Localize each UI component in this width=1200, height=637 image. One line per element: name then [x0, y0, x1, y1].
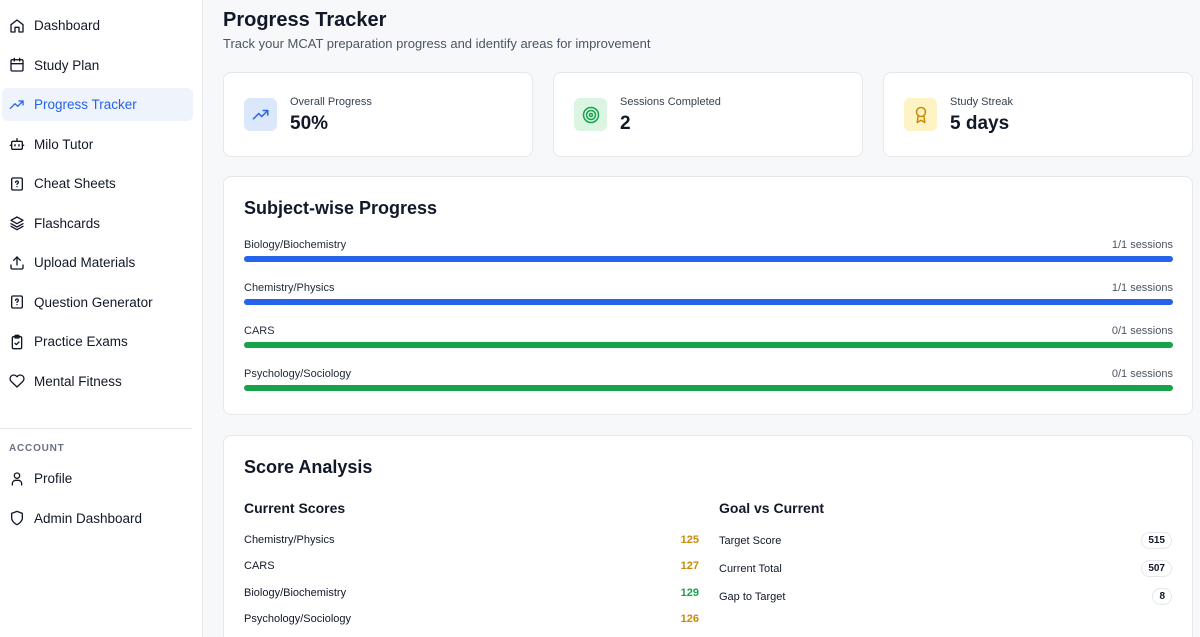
subject-label: Chemistry/Physics — [244, 282, 335, 294]
sidebar-item-practice-exams[interactable]: Practice Exams — [2, 325, 193, 358]
stat-value: 5 days — [950, 113, 1010, 134]
sidebar-nav: Dashboard Study Plan Progress Tracker Mi… — [0, 9, 203, 404]
overall-progress-card: Overall Progress 50% — [223, 72, 533, 157]
upload-icon — [8, 254, 26, 272]
sidebar-item-label: Progress Tracker — [34, 97, 137, 112]
help-file-icon — [8, 175, 26, 193]
session-count: 0/1 sessions — [1111, 325, 1173, 337]
study-streak-card: Study Streak 5 days — [883, 72, 1193, 157]
sidebar-item-label: Practice Exams — [34, 334, 128, 349]
score-label: Psychology/Sociology — [244, 613, 352, 625]
heart-icon — [8, 372, 26, 390]
progress-fill — [244, 299, 1173, 305]
stat-value: 2 — [620, 113, 631, 134]
score-value: 125 — [680, 534, 699, 546]
goal-label: Target Score — [719, 535, 782, 547]
goal-badge: 507 — [1141, 560, 1172, 577]
progress-track — [244, 385, 1173, 391]
score-label: Chemistry/Physics — [244, 534, 335, 546]
sidebar-item-dashboard[interactable]: Dashboard — [2, 9, 193, 42]
target-icon — [574, 98, 607, 131]
progress-row: Chemistry/Physics 1/1 sessions — [244, 282, 1173, 312]
account-nav: Profile Admin Dashboard — [0, 462, 203, 541]
clipboard-icon — [8, 333, 26, 351]
sidebar-item-label: Admin Dashboard — [34, 510, 143, 526]
sidebar-item-admin-dashboard[interactable]: Admin Dashboard — [2, 502, 193, 535]
bot-icon — [8, 135, 26, 153]
sidebar-item-question-generator[interactable]: Question Generator — [2, 286, 193, 319]
progress-row: Biology/Biochemistry 1/1 sessions — [244, 239, 1173, 269]
home-icon — [8, 17, 26, 35]
sidebar-item-mental-fitness[interactable]: Mental Fitness — [2, 365, 193, 398]
calendar-icon — [8, 56, 26, 74]
progress-row: Psychology/Sociology 0/1 sessions — [244, 368, 1173, 398]
sidebar-item-label: Milo Tutor — [34, 136, 94, 152]
sidebar-item-label: Study Plan — [34, 57, 100, 73]
sidebar-divider — [0, 428, 192, 429]
progress-fill — [244, 385, 1173, 391]
sidebar-item-label: Profile — [34, 471, 73, 486]
current-scores-title: Current Scores — [244, 500, 346, 516]
sidebar-item-label: Cheat Sheets — [34, 176, 116, 191]
sidebar-item-profile[interactable]: Profile — [2, 462, 193, 495]
score-analysis-title: Score Analysis — [244, 457, 373, 477]
score-value: 126 — [680, 613, 699, 625]
score-label: CARS — [244, 560, 275, 572]
sidebar-item-cheat-sheets[interactable]: Cheat Sheets — [2, 167, 193, 200]
score-analysis-card: Score Analysis Current Scores Chemistry/… — [223, 435, 1193, 637]
goal-label: Current Total — [719, 563, 782, 575]
session-count: 1/1 sessions — [1111, 239, 1173, 251]
stat-label: Sessions Completed — [620, 96, 721, 108]
sidebar-item-label: Upload Materials — [34, 255, 136, 270]
session-count: 1/1 sessions — [1111, 282, 1173, 294]
subject-progress-card: Subject-wise Progress Biology/Biochemist… — [223, 176, 1193, 415]
sidebar-item-label: Dashboard — [34, 18, 101, 33]
main-content: Progress Tracker Track your MCAT prepara… — [203, 0, 1200, 637]
progress-row: CARS 0/1 sessions — [244, 325, 1173, 355]
stat-label: Overall Progress — [290, 96, 372, 108]
progress-fill — [244, 342, 1173, 348]
score-value: 127 — [680, 560, 699, 572]
sessions-completed-card: Sessions Completed 2 — [553, 72, 863, 157]
sidebar-item-upload-materials[interactable]: Upload Materials — [2, 246, 193, 279]
session-count: 0/1 sessions — [1111, 368, 1173, 380]
trending-up-icon — [8, 96, 26, 114]
sidebar-item-study-plan[interactable]: Study Plan — [2, 49, 193, 82]
progress-track — [244, 342, 1173, 348]
score-label: Biology/Biochemistry — [244, 587, 347, 599]
sidebar-item-label: Flashcards — [34, 215, 101, 231]
layers-icon — [8, 214, 26, 232]
goal-label: Gap to Target — [719, 591, 786, 603]
user-icon — [8, 470, 26, 488]
account-section-label: ACCOUNT — [9, 443, 65, 454]
page-subtitle: Track your MCAT preparation progress and… — [223, 36, 651, 51]
page-title: Progress Tracker — [223, 9, 387, 31]
sidebar-item-progress-tracker[interactable]: Progress Tracker — [2, 88, 193, 121]
subject-label: CARS — [244, 325, 275, 337]
sidebar-item-label: Mental Fitness — [34, 373, 122, 389]
sidebar-item-flashcards[interactable]: Flashcards — [2, 207, 193, 240]
stat-label: Study Streak — [950, 96, 1013, 108]
goal-vs-current-title: Goal vs Current — [719, 500, 825, 516]
award-icon — [904, 98, 937, 131]
sidebar-item-label: Question Generator — [34, 294, 153, 310]
sidebar-item-milo-tutor[interactable]: Milo Tutor — [2, 128, 193, 161]
shield-icon — [8, 509, 26, 527]
subject-progress-title: Subject-wise Progress — [244, 198, 438, 218]
goal-badge: 8 — [1152, 588, 1172, 605]
sidebar: Dashboard Study Plan Progress Tracker Mi… — [0, 0, 203, 637]
progress-fill — [244, 256, 1173, 262]
goal-badge: 515 — [1141, 532, 1172, 549]
trending-up-icon — [244, 98, 277, 131]
subject-label: Biology/Biochemistry — [244, 239, 347, 251]
subject-label: Psychology/Sociology — [244, 368, 352, 380]
progress-track — [244, 299, 1173, 305]
help-file-icon — [8, 293, 26, 311]
score-value: 129 — [680, 587, 699, 599]
progress-track — [244, 256, 1173, 262]
stat-value: 50% — [290, 113, 329, 134]
